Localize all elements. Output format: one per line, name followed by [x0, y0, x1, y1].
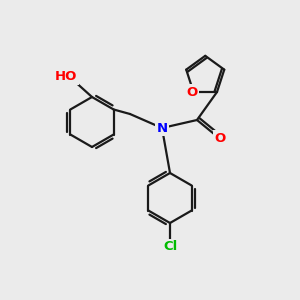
Text: HO: HO — [55, 70, 77, 83]
Text: O: O — [214, 131, 226, 145]
Text: O: O — [187, 85, 198, 98]
Text: N: N — [156, 122, 168, 134]
Text: Cl: Cl — [163, 241, 177, 254]
